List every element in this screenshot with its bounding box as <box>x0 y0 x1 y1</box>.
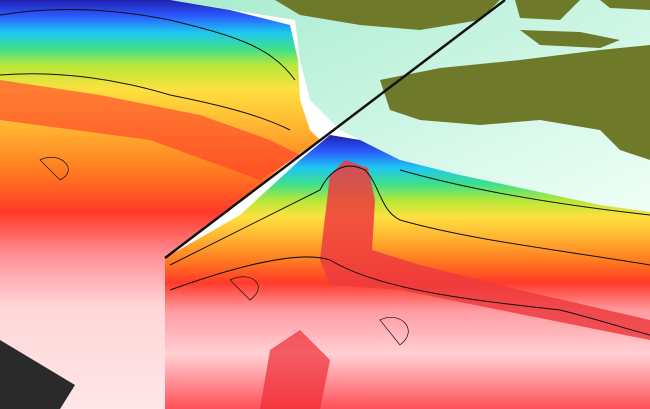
land-terrain <box>275 0 650 160</box>
deep-red-zone <box>260 330 330 409</box>
left-red-layer <box>0 80 300 180</box>
high-velocity-anomaly <box>320 160 650 340</box>
shadow-corner <box>0 340 75 409</box>
contour-lines <box>0 9 650 346</box>
trench-line <box>164 0 506 259</box>
